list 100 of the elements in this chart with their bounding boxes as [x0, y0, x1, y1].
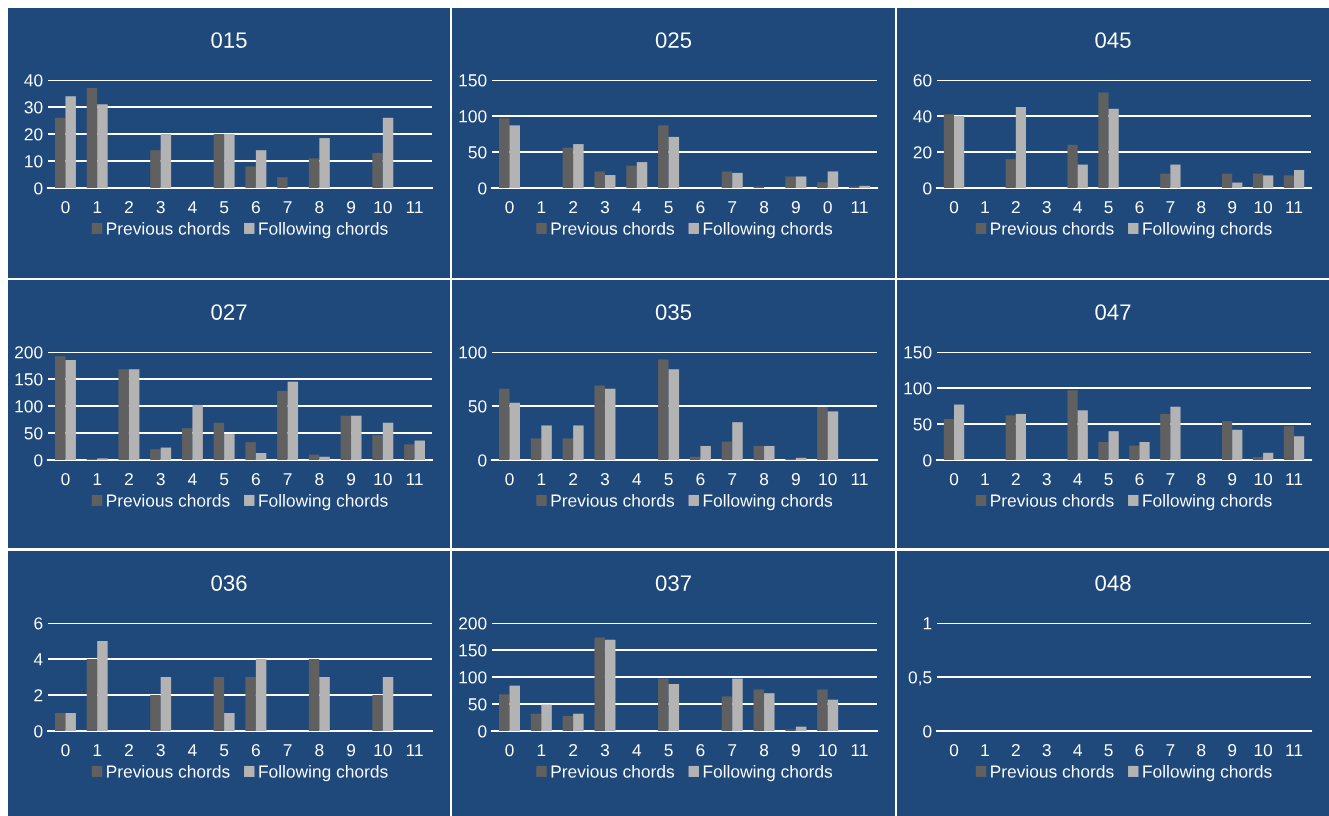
bar: [499, 388, 510, 460]
bar: [573, 425, 584, 460]
bar: [128, 369, 140, 460]
bar: [160, 447, 172, 460]
bar: [604, 388, 616, 460]
x-tick-label: 6: [251, 743, 260, 757]
x-tick-label: 11: [406, 201, 423, 214]
bar: [954, 404, 965, 460]
x-tick-label: 0: [823, 200, 832, 214]
chart-title: 037: [655, 575, 691, 591]
x-tick-label: 9: [347, 200, 356, 214]
bar: [1108, 108, 1119, 188]
bar: [54, 356, 66, 460]
x-tick-label: 1: [93, 201, 102, 214]
x-tick-label: 1: [537, 473, 546, 486]
y-tick-label: 0: [34, 182, 43, 195]
x-tick-label: 11: [851, 473, 868, 486]
x-tick-label: 4: [187, 744, 197, 757]
x-tick-label: 2: [569, 200, 578, 214]
bar: [943, 114, 954, 188]
y-tick-label: 100: [15, 400, 43, 413]
x-tick-label: 0: [505, 472, 514, 486]
x-tick-label: 9: [347, 472, 356, 486]
x-tick-label: 5: [664, 744, 673, 757]
bar: [224, 134, 235, 188]
x-tick-label: 3: [1042, 743, 1051, 757]
bar: [827, 411, 839, 460]
legend-label: Following chords: [703, 764, 833, 782]
bar: [658, 678, 669, 731]
bar: [1077, 164, 1088, 188]
y-tick-label: 100: [904, 382, 932, 395]
bar: [668, 684, 680, 731]
x-tick-label: 7: [728, 744, 737, 757]
bar: [319, 456, 330, 460]
x-tick-label: 4: [187, 201, 197, 214]
x-tick-label: 10: [819, 743, 837, 757]
x-tick-label: 0: [61, 200, 70, 214]
y-tick-label: 40: [24, 74, 43, 87]
y-tick-label: 0: [478, 182, 487, 195]
bar: [277, 177, 288, 188]
bar: [287, 381, 299, 460]
bar: [255, 150, 267, 188]
x-tick-label: 11: [851, 744, 868, 757]
bar: [224, 434, 235, 460]
x-tick-label: 9: [1228, 472, 1237, 486]
bar: [118, 369, 129, 460]
bar: [351, 415, 362, 460]
legend-label: Previous chords: [991, 221, 1114, 235]
y-tick-label: 50: [468, 698, 487, 711]
bar: [721, 171, 733, 188]
bar: [817, 407, 828, 460]
bar: [668, 136, 680, 188]
legend-label: Following chords: [259, 221, 388, 239]
y-tick-label: 200: [459, 617, 487, 630]
bar: [245, 166, 256, 188]
bar: [509, 402, 520, 460]
x-tick-label: 5: [220, 744, 229, 757]
bar: [499, 118, 510, 188]
bar: [213, 134, 225, 188]
x-tick-label: 8: [1197, 200, 1206, 214]
legend-label: Following chords: [1143, 221, 1272, 239]
bar: [224, 713, 235, 731]
x-tick-label: 5: [1104, 744, 1113, 757]
x-tick-label: 5: [1104, 473, 1113, 486]
x-tick-label: 11: [406, 473, 423, 486]
chart-title: 048: [1095, 575, 1131, 591]
bar: [509, 685, 520, 731]
bar: [817, 689, 828, 731]
bar: [732, 172, 743, 188]
x-tick-label: 10: [1254, 743, 1273, 757]
bar: [1129, 445, 1140, 460]
x-tick-label: 7: [728, 473, 737, 486]
x-tick-label: 4: [187, 473, 197, 486]
bar: [753, 689, 765, 731]
y-tick-label: 20: [913, 146, 932, 159]
bar: [573, 713, 584, 731]
bar: [213, 422, 225, 460]
y-tick-label: 200: [15, 346, 43, 359]
x-tick-label: 11: [851, 201, 868, 214]
x-tick-label: 4: [1073, 201, 1082, 214]
bar: [1294, 170, 1305, 188]
bar: [1077, 410, 1088, 460]
legend-label: Previous chords: [551, 764, 675, 778]
bar: [626, 165, 637, 188]
bar: [943, 418, 954, 460]
x-tick-label: 7: [1166, 201, 1175, 214]
x-tick-label: 2: [124, 472, 133, 486]
bar: [1015, 107, 1027, 188]
x-tick-label: 11: [1286, 201, 1303, 214]
x-tick-label: 4: [632, 744, 642, 757]
bar: [1263, 175, 1274, 188]
bar: [1263, 452, 1274, 460]
x-tick-label: 10: [374, 472, 392, 486]
bar: [372, 435, 383, 460]
bar: [86, 659, 98, 731]
bar: [658, 125, 669, 188]
x-tick-label: 0: [505, 200, 514, 214]
bar: [245, 677, 256, 731]
x-tick-label: 6: [1135, 743, 1144, 757]
y-tick-label: 150: [459, 74, 487, 87]
